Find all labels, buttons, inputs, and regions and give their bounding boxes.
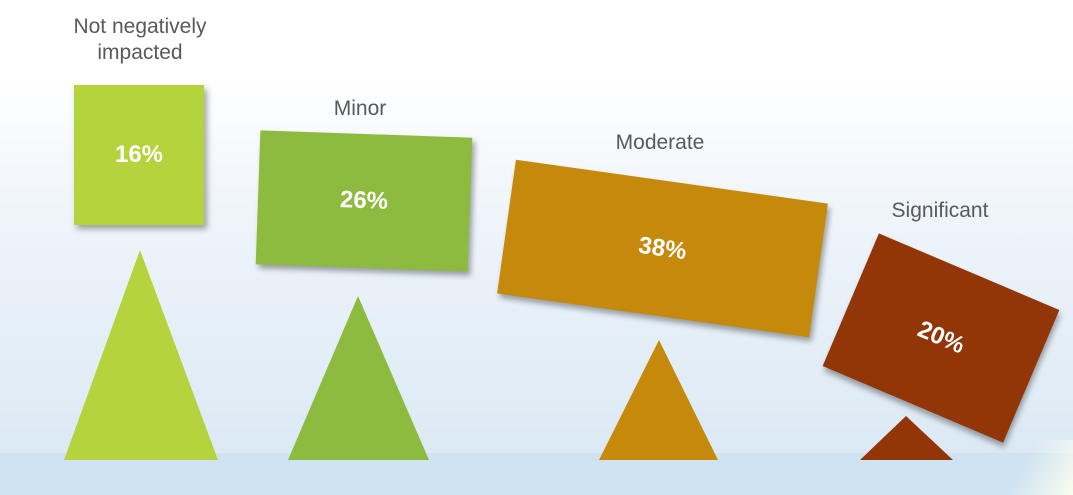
bar-not-negatively-impacted: 16% xyxy=(74,85,204,225)
fulcrum-minor xyxy=(288,296,429,460)
value-label-significant: 20% xyxy=(913,315,969,360)
fulcrum-not-negatively-impacted xyxy=(64,250,218,460)
value-label-moderate: 38% xyxy=(636,231,689,265)
category-label-not-negatively-impacted: Not negatively impacted xyxy=(73,15,207,64)
fulcrum-significant xyxy=(860,416,953,460)
value-label-not-negatively-impacted: 16% xyxy=(114,141,164,168)
fulcrum-moderate xyxy=(599,340,718,460)
category-label-moderate: Moderate xyxy=(615,131,705,154)
category-label-significant: Significant xyxy=(891,199,989,222)
floor-highlight xyxy=(993,440,1073,495)
bar-minor: 26% xyxy=(255,130,473,272)
value-label-minor: 26% xyxy=(339,186,389,215)
category-label-minor: Minor xyxy=(333,97,387,120)
